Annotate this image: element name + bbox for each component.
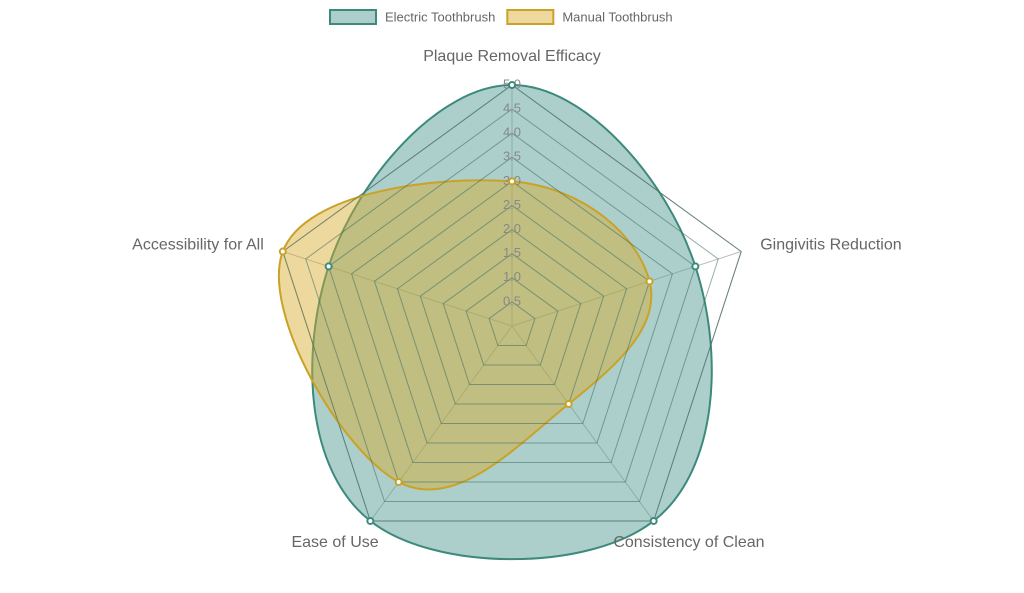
grid-line: [350, 156, 674, 463]
category-label: Plaque Removal Efficacy: [423, 48, 601, 65]
grid-line: [373, 180, 651, 444]
grid-line: [328, 132, 696, 483]
data-point: [394, 477, 403, 486]
series-area: [277, 179, 653, 491]
r-tick-label: 1.0: [503, 269, 521, 284]
data-point: [649, 516, 658, 525]
r-tick-label: 0.5: [503, 293, 521, 308]
grid-line: [419, 228, 605, 405]
grid-line: [396, 204, 628, 424]
r-tick-label: 2.5: [503, 197, 521, 212]
grid-line: [282, 84, 742, 522]
data-point: [508, 81, 516, 89]
r-tick-label: 4.0: [503, 125, 521, 140]
grid-line: [465, 277, 559, 366]
legend-label: Electric Toothbrush: [385, 9, 495, 24]
r-tick-label: 3.5: [503, 149, 521, 164]
grid-line: [488, 301, 536, 346]
grid-line: [305, 108, 719, 502]
category-label: Ease of Use: [291, 534, 378, 551]
data-point: [508, 177, 516, 186]
r-tick-label: 2.0: [503, 221, 521, 236]
data-point: [564, 399, 573, 408]
legend-swatch: [506, 9, 555, 25]
grid-line: [442, 253, 582, 385]
legend-swatch: [329, 9, 377, 25]
legend-label: Manual Toothbrush: [562, 9, 672, 24]
r-tick-label: 4.5: [503, 101, 521, 116]
data-point: [645, 277, 654, 286]
category-label: Consistency of Clean: [613, 534, 764, 551]
r-tick-label: 1.5: [503, 245, 521, 260]
category-label: Accessibility for All: [132, 237, 264, 254]
category-label: Gingivitis Reduction: [760, 237, 901, 254]
data-point: [324, 262, 333, 271]
data-point: [691, 262, 700, 271]
data-point: [278, 247, 287, 256]
data-point: [366, 516, 375, 525]
